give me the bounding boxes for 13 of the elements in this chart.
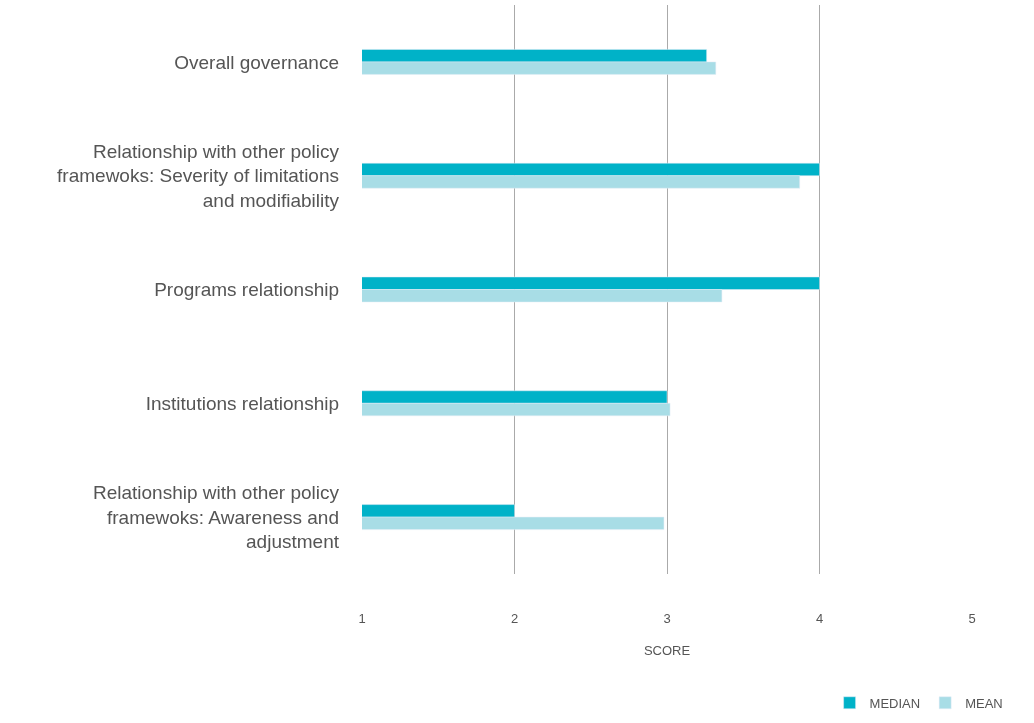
x-tick-label: 2 <box>510 611 519 626</box>
x-tick-label: 3 <box>663 611 671 626</box>
y-tick-label: Relationship with other policy framewoks: Severity of limitations and modifiability <box>57 140 340 212</box>
x-axis-title: SCORE <box>643 642 691 658</box>
x-tick-label: 1 <box>358 611 366 626</box>
y-tick-label: Institutions relationship <box>145 392 339 414</box>
legend-label: MEDIAN <box>869 695 921 711</box>
x-tick-label: 4 <box>815 611 824 626</box>
y-tick-label: Overall governance <box>174 51 339 73</box>
legend-label: MEAN <box>965 695 1003 711</box>
x-tick-label: 5 <box>968 611 976 626</box>
y-tick-label: Programs relationship <box>154 279 339 301</box>
y-tick-label: Relationship with other policy framewoks: Awareness and adjustment <box>92 482 340 553</box>
